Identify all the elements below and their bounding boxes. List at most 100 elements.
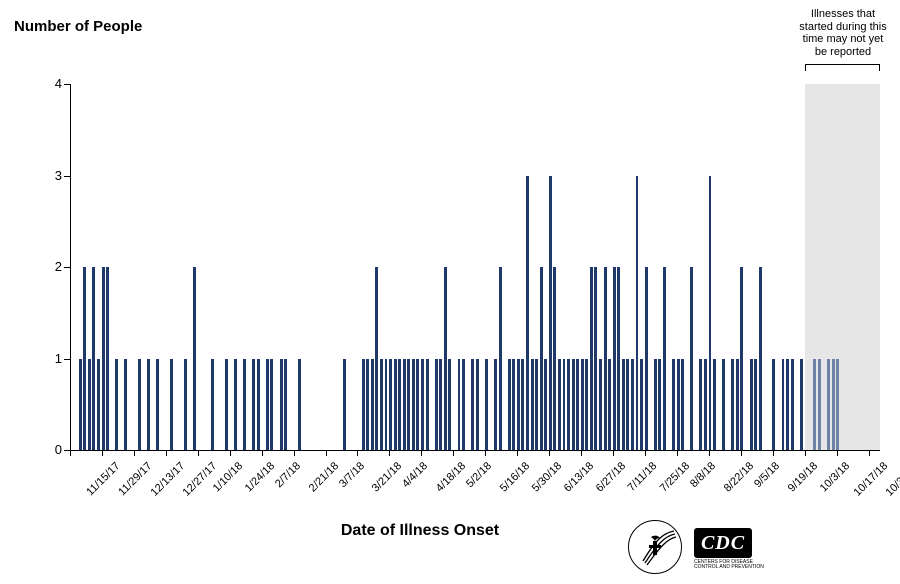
bar: [458, 359, 461, 451]
bar: [362, 359, 365, 451]
x-tick-mark: [294, 450, 295, 456]
x-tick-mark: [102, 450, 103, 456]
plot-area: [70, 84, 880, 450]
bar: [371, 359, 374, 451]
x-tick-label: 12/27/17: [180, 460, 219, 499]
bar: [439, 359, 442, 451]
bar: [772, 359, 775, 451]
bar: [476, 359, 479, 451]
cdc-text: CDC: [701, 532, 745, 555]
bar: [681, 359, 684, 451]
bar: [257, 359, 260, 451]
bar: [102, 267, 105, 450]
bar: [266, 359, 269, 451]
x-tick-label: 3/21/18: [370, 460, 404, 494]
bar: [462, 359, 465, 451]
bar: [699, 359, 702, 451]
reporting-lag-note: Illnesses thatstarted during thistime ma…: [788, 8, 898, 59]
x-tick-mark: [773, 450, 774, 456]
x-tick-mark: [645, 450, 646, 456]
bar: [521, 359, 524, 451]
bar: [836, 359, 839, 451]
bar: [827, 359, 830, 451]
x-axis-line: [70, 450, 880, 451]
x-tick-label: 2/7/18: [273, 460, 303, 490]
note-bracket: [805, 64, 880, 71]
x-tick-mark: [421, 450, 422, 456]
bar: [818, 359, 821, 451]
x-tick-mark: [166, 450, 167, 456]
x-tick-label: 10/3/18: [817, 460, 851, 494]
bar: [380, 359, 383, 451]
bar: [526, 176, 529, 451]
bar: [403, 359, 406, 451]
bar: [421, 359, 424, 451]
bar: [193, 267, 196, 450]
bar: [544, 359, 547, 451]
x-tick-label: 9/5/18: [752, 460, 782, 490]
epi-curve-chart: Number of People Illnesses thatstarted d…: [0, 0, 900, 584]
cdc-logo: CDC CENTERS FOR DISEASE CONTROL AND PREV…: [694, 528, 764, 570]
bar: [517, 359, 520, 451]
bar: [572, 359, 575, 451]
bar: [750, 359, 753, 451]
bar: [170, 359, 173, 451]
bar: [79, 359, 82, 451]
bar: [243, 359, 246, 451]
bar: [508, 359, 511, 451]
bar: [416, 359, 419, 451]
bar: [759, 267, 762, 450]
bar: [375, 267, 378, 450]
bar: [677, 359, 680, 451]
x-tick-label: 11/15/17: [84, 460, 122, 498]
bar: [106, 267, 109, 450]
y-tick-label: 3: [42, 168, 62, 183]
bar: [585, 359, 588, 451]
y-tick-mark: [64, 267, 70, 268]
x-tick-label: 6/27/18: [594, 460, 628, 494]
bar: [576, 359, 579, 451]
bar: [531, 359, 534, 451]
x-tick-label: 5/2/18: [464, 460, 494, 490]
x-tick-mark: [677, 450, 678, 456]
bar: [280, 359, 283, 451]
y-tick-label: 1: [42, 351, 62, 366]
bar: [626, 359, 629, 451]
x-axis-title: Date of Illness Onset: [240, 522, 600, 540]
bar: [211, 359, 214, 451]
bar: [270, 359, 273, 451]
bar: [426, 359, 429, 451]
x-tick-label: 2/21/18: [306, 460, 340, 494]
bar: [599, 359, 602, 451]
hhs-logo: [628, 520, 684, 576]
x-tick-label: 12/13/17: [148, 460, 187, 499]
bar: [343, 359, 346, 451]
bar: [471, 359, 474, 451]
bar: [754, 359, 757, 451]
y-axis-line: [70, 84, 71, 450]
bar: [407, 359, 410, 451]
y-tick-label: 2: [42, 259, 62, 274]
x-tick-label: 1/24/18: [242, 460, 276, 494]
bar: [394, 359, 397, 451]
bar: [389, 359, 392, 451]
y-tick-mark: [64, 359, 70, 360]
bar: [709, 176, 712, 451]
x-tick-mark: [389, 450, 390, 456]
bar: [485, 359, 488, 451]
bar: [740, 267, 743, 450]
bar: [558, 359, 561, 451]
bar: [92, 267, 95, 450]
bar: [617, 267, 620, 450]
bar: [613, 267, 616, 450]
y-tick-mark: [64, 84, 70, 85]
bar: [83, 267, 86, 450]
x-tick-mark: [262, 450, 263, 456]
bar: [640, 359, 643, 451]
x-tick-mark: [581, 450, 582, 456]
bar: [366, 359, 369, 451]
bar: [234, 359, 237, 451]
x-tick-label: 7/11/18: [626, 460, 660, 494]
x-tick-mark: [549, 450, 550, 456]
bar: [791, 359, 794, 451]
